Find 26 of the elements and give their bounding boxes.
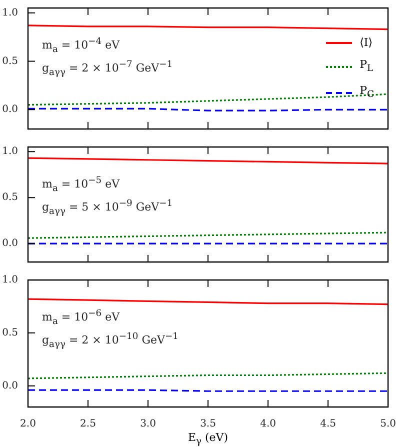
x-tick-label: 5.0 (380, 418, 396, 430)
y-tick-label: 0.0 (2, 104, 18, 116)
annotation: m$_{a}$ = 10$^{−6}$ eV (42, 307, 121, 329)
annotation: m$_{a}$ = 10$^{−5}$ eV (42, 174, 121, 196)
y-tick-label: 0.0 (2, 380, 18, 392)
legend-label: ⟨I⟩ (360, 35, 373, 51)
y-tick-label: 0.5 (2, 328, 18, 339)
annotation: g$_{aγγ}$ = 5 × 10$^{−9}$ GeV$^{−1}$ (42, 196, 173, 219)
x-tick-label: 4.5 (320, 418, 336, 430)
y-tick-label: 0.5 (2, 192, 18, 204)
x-tick-label: 2.0 (20, 418, 36, 430)
y-tick-label: 0.5 (2, 56, 18, 67)
annotation: g$_{aγγ}$ = 2 × 10$^{−7}$ GeV$^{−1}$ (42, 58, 173, 80)
x-axis-title: E$_{γ}$ (eV) (186, 430, 230, 447)
y-tick-label: 1.0 (2, 7, 18, 18)
y-tick-label: 1.0 (2, 146, 18, 158)
x-tick-label: 3.0 (140, 418, 156, 430)
legend-label: P$_{L}$ (360, 57, 374, 76)
annotation: m$_{a}$ = 10$^{−4}$ eV (42, 35, 121, 57)
x-tick-label: 4.0 (260, 418, 276, 430)
legend-label: P$_{C}$ (360, 83, 374, 102)
y-tick-label: 0.0 (2, 238, 18, 250)
x-tick-label: 2.5 (80, 418, 96, 430)
y-tick-label: 1.0 (2, 274, 18, 286)
x-tick-label: 3.5 (200, 418, 216, 430)
annotation: g$_{aγγ}$ = 2 × 10$^{−10}$ GeV$^{−1}$ (42, 330, 178, 352)
